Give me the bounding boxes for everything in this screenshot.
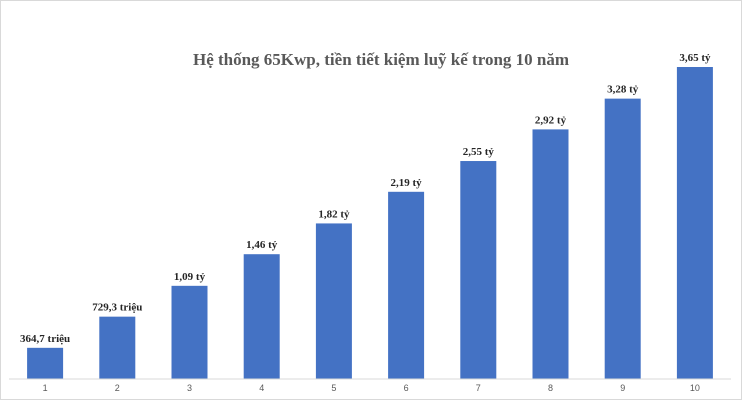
bar-2 xyxy=(99,316,136,379)
data-label-8: 2,92 tỷ xyxy=(535,114,567,126)
x-tick-labels-group: 1 2 3 4 5 6 7 8 9 10 xyxy=(43,383,700,393)
bar-7 xyxy=(460,161,497,379)
data-label-5: 1,82 tỷ xyxy=(318,208,350,220)
bar-1 xyxy=(27,347,64,379)
bar-10 xyxy=(676,67,713,379)
x-tick-6: 6 xyxy=(404,383,409,393)
x-tick-7: 7 xyxy=(476,383,481,393)
chart-title: Hệ thống 65Kwp, tiền tiết kiệm luỹ kế tr… xyxy=(193,50,569,69)
x-tick-9: 9 xyxy=(620,383,625,393)
bar-9 xyxy=(604,98,641,380)
data-label-7: 2,55 tỷ xyxy=(463,146,495,158)
x-tick-10: 10 xyxy=(690,383,700,393)
bar-6 xyxy=(388,191,425,379)
data-label-3: 1,09 tỷ xyxy=(174,271,206,283)
bar-3 xyxy=(171,285,208,379)
bar-8 xyxy=(532,129,569,379)
bars-group xyxy=(27,67,713,380)
data-label-9: 3,28 tỷ xyxy=(607,84,639,96)
data-label-4: 1,46 tỷ xyxy=(246,239,278,251)
bar-5 xyxy=(315,223,352,379)
data-labels-group: 364,7 triệu 729,3 triệu 1,09 tỷ 1,46 tỷ 1,82… xyxy=(20,52,711,345)
x-tick-5: 5 xyxy=(331,383,336,393)
x-tick-3: 3 xyxy=(187,383,192,393)
x-tick-8: 8 xyxy=(548,383,553,393)
x-tick-1: 1 xyxy=(43,383,48,393)
data-label-1: 364,7 triệu xyxy=(20,333,70,345)
x-tick-4: 4 xyxy=(259,383,264,393)
bar-4 xyxy=(243,254,280,379)
data-label-6: 2,19 tỷ xyxy=(391,177,423,189)
data-label-10: 3,65 tỷ xyxy=(679,52,711,64)
data-label-2: 729,3 triệu xyxy=(92,302,142,314)
x-tick-2: 2 xyxy=(115,383,120,393)
